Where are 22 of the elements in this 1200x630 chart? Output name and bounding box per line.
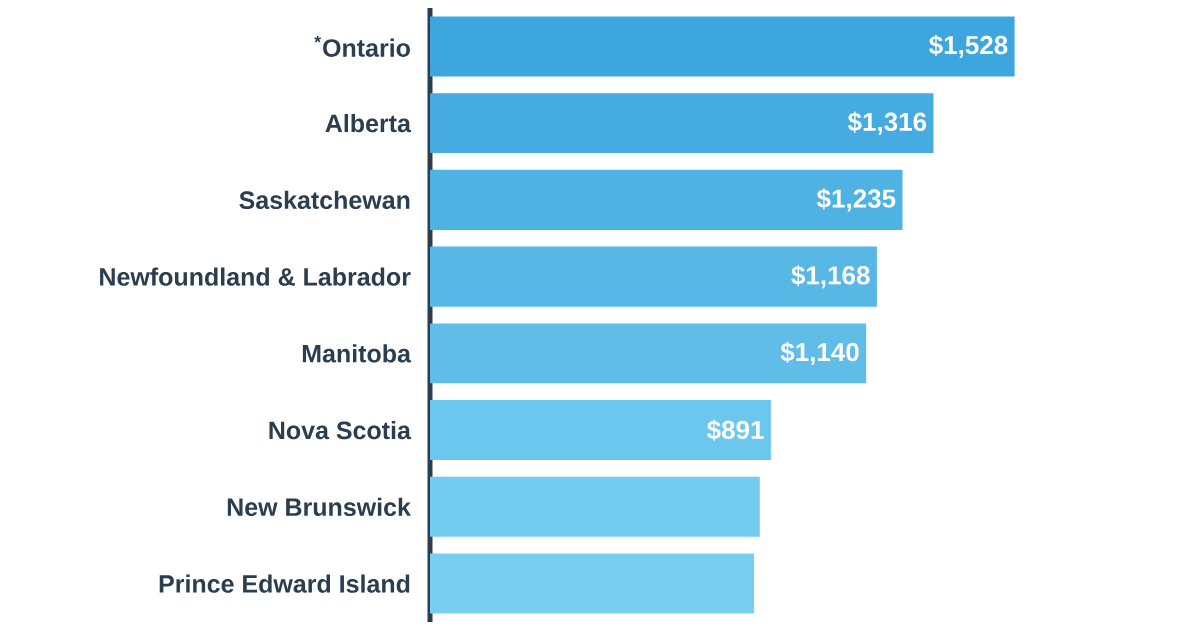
bar [430, 476, 760, 537]
bar [430, 553, 755, 614]
y-tick-label: Prince Edward Island [159, 574, 410, 593]
bar [430, 93, 934, 154]
y-tick-label: Alberta [325, 113, 412, 133]
bar [430, 169, 903, 230]
data-label: $891 [707, 419, 764, 441]
data-label: $1,316 [847, 111, 927, 135]
y-tick-label: Saskatchewan [239, 190, 410, 210]
y-tick-label: Nova Scotia [269, 420, 412, 440]
bar [430, 16, 1015, 77]
y-tick-label: New Brunswick [227, 497, 411, 517]
bar [430, 323, 867, 384]
y-tick-label: Newfoundland & Labrador [100, 267, 411, 286]
data-label: $1,235 [816, 188, 896, 212]
data-label: $1,140 [780, 341, 859, 366]
bar [430, 246, 877, 307]
data-label: $1,168 [791, 264, 870, 289]
bar [430, 400, 771, 461]
y-tick-label: Manitoba [302, 344, 412, 363]
data-label: $1,528 [929, 34, 1008, 59]
y-tick-label: $^{*}$Ontario [314, 35, 410, 57]
